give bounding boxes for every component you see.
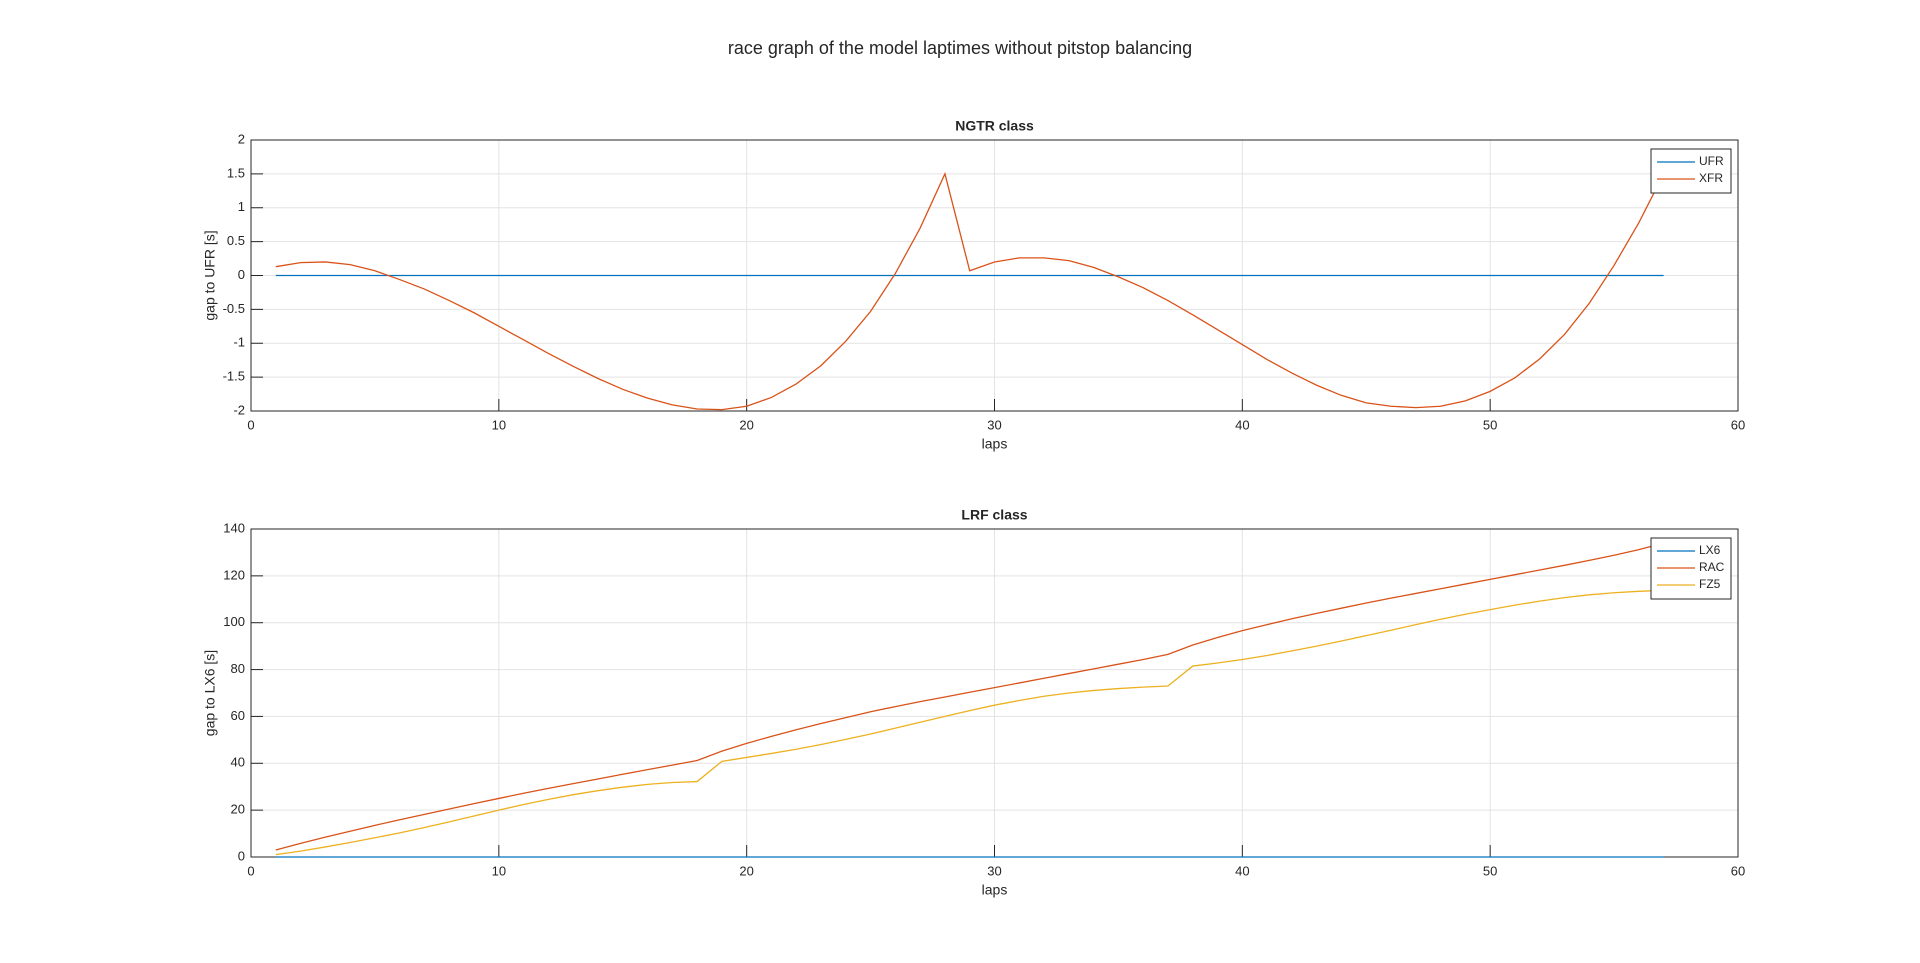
x-tick-label: 10 [492, 863, 506, 878]
y-tick-label: -0.5 [223, 301, 245, 316]
legend-label: UFR [1699, 154, 1724, 168]
line [275, 542, 1664, 851]
x-tick-label: 30 [987, 863, 1001, 878]
chart-title: NGTR class [955, 118, 1034, 134]
x-axis-label: laps [982, 436, 1008, 452]
y-tick-label: 1 [238, 199, 245, 214]
x-tick-label: 0 [247, 863, 254, 878]
y-tick-label: -1 [233, 335, 245, 350]
x-axis-label: laps [982, 882, 1008, 898]
x-tick-label: 10 [492, 417, 506, 432]
y-tick-label: 2 [238, 131, 245, 146]
y-axis-label: gap to UFR [s] [202, 230, 218, 320]
y-tick-label: 60 [231, 708, 245, 723]
y-tick-label: 0 [238, 267, 245, 282]
y-tick-label: 100 [223, 614, 245, 629]
x-tick-label: 60 [1731, 863, 1745, 878]
x-tick-label: 0 [247, 417, 254, 432]
y-tick-label: 1.5 [227, 165, 245, 180]
y-tick-label: 40 [231, 755, 245, 770]
y-tick-label: 20 [231, 802, 245, 817]
y-tick-label: 140 [223, 520, 245, 535]
legend-label: RAC [1699, 560, 1725, 574]
line [275, 589, 1664, 856]
y-tick-label: 80 [231, 661, 245, 676]
chart-title: LRF class [961, 507, 1027, 523]
x-tick-label: 50 [1483, 863, 1497, 878]
legend-label: LX6 [1699, 543, 1721, 557]
y-tick-label: -1.5 [223, 369, 245, 384]
figure-title: race graph of the model laptimes without… [728, 38, 1192, 58]
x-tick-label: 60 [1731, 417, 1745, 432]
legend-label: FZ5 [1699, 577, 1721, 591]
x-tick-label: 30 [987, 417, 1001, 432]
legend-box [1650, 148, 1732, 194]
x-tick-label: 50 [1483, 417, 1497, 432]
axes-box [250, 139, 1739, 412]
x-tick-label: 20 [739, 417, 753, 432]
y-tick-label: 0.5 [227, 233, 245, 248]
x-tick-label: 40 [1235, 417, 1249, 432]
y-axis-label: gap to LX6 [s] [202, 650, 218, 736]
legend-label: XFR [1699, 171, 1723, 185]
x-tick-label: 20 [739, 863, 753, 878]
y-tick-label: 120 [223, 567, 245, 582]
y-tick-label: -2 [233, 402, 245, 417]
line [275, 171, 1665, 411]
x-tick-label: 40 [1235, 863, 1249, 878]
y-tick-label: 0 [238, 848, 245, 863]
